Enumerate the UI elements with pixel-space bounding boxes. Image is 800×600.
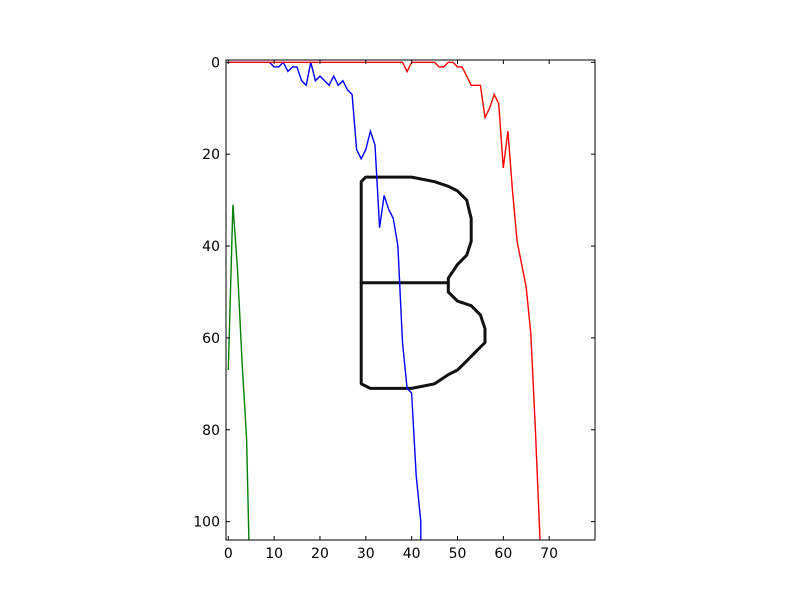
x-tick-label: 40 — [403, 546, 421, 562]
y-tick-label: 100 — [193, 515, 220, 531]
x-tick-label: 30 — [357, 546, 375, 562]
x-tick-label: 0 — [224, 546, 233, 562]
x-tick-label: 10 — [265, 546, 283, 562]
letter-b-outline — [359, 175, 487, 390]
y-tick-label: 60 — [202, 331, 220, 347]
x-tick-label: 50 — [449, 546, 467, 562]
series-layer — [227, 61, 541, 541]
series-line-3 — [227, 204, 250, 541]
x-tick-label: 20 — [311, 546, 329, 562]
series-line-1 — [228, 61, 422, 540]
y-tick-label: 0 — [211, 55, 220, 71]
y-tick-label: 40 — [202, 239, 220, 255]
plot-frame — [225, 59, 596, 541]
x-tick-label: 70 — [540, 546, 558, 562]
letter-b-image — [359, 175, 487, 390]
series-line-2 — [228, 61, 541, 541]
x-tick-label: 60 — [494, 546, 512, 562]
y-tick-label: 80 — [202, 423, 220, 439]
ticks-layer: 0 10 20 30 40 50 60 70 0 20 40 60 80 100 — [193, 55, 595, 562]
y-tick-label: 20 — [202, 147, 220, 163]
